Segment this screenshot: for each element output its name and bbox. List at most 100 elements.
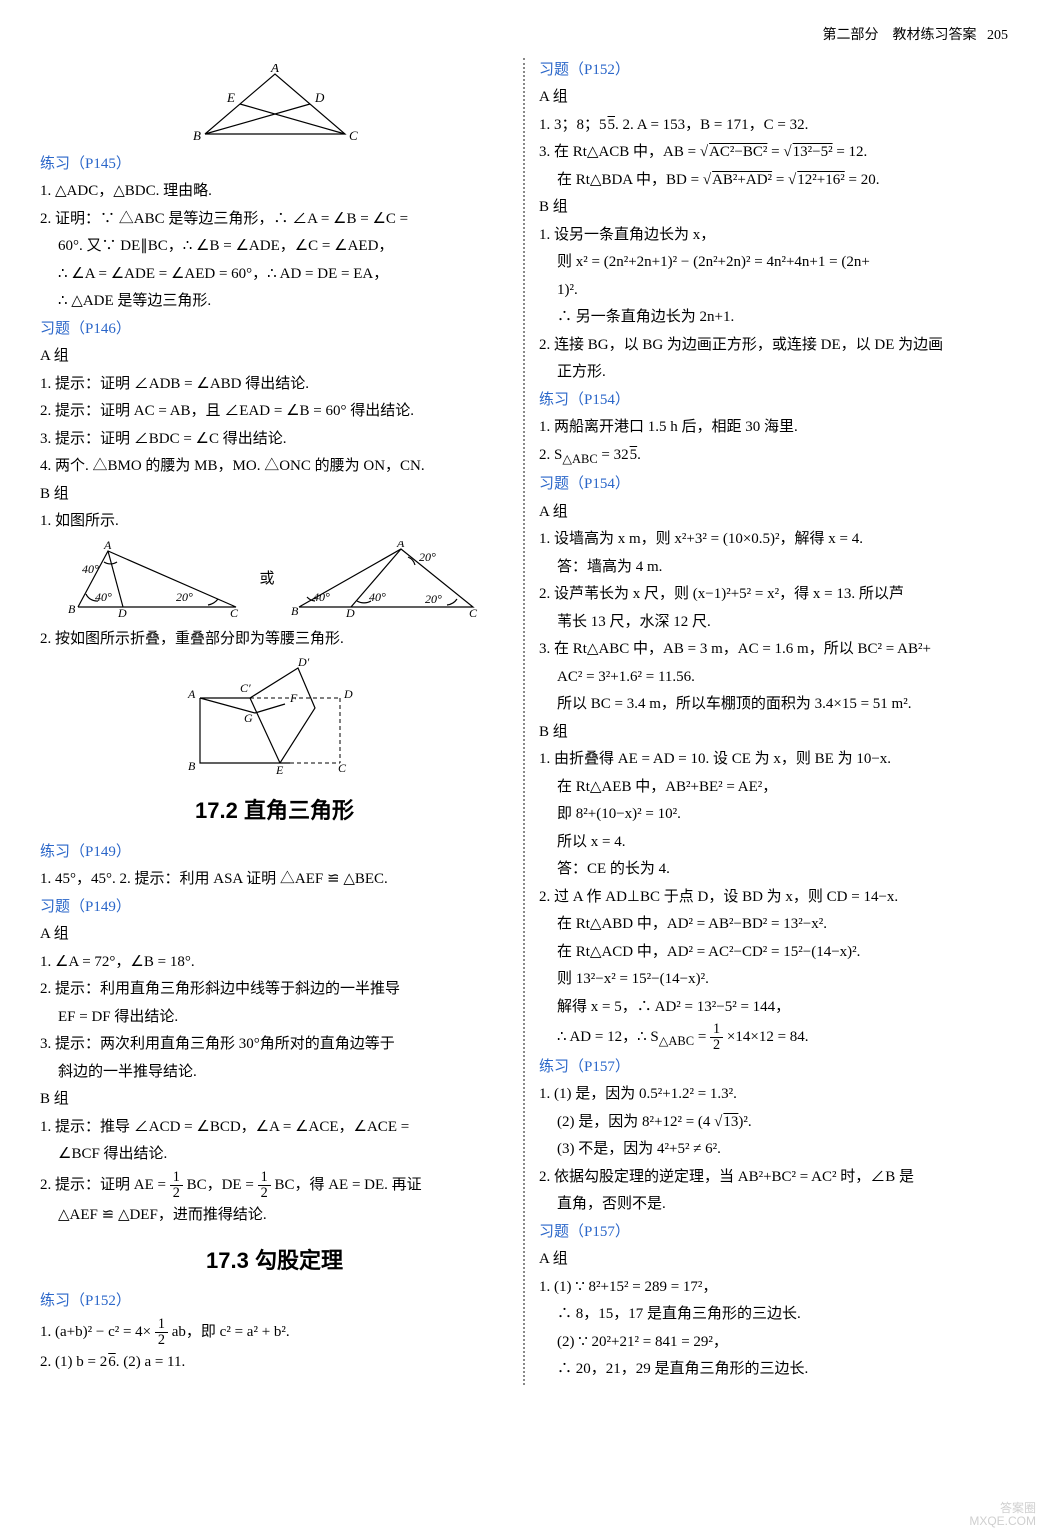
section-link-p145: 练习（P145） [40, 152, 509, 178]
p145-1: 1. △ADC，△BDC. 理由略. [40, 179, 509, 205]
p146-group-a: A 组 [40, 344, 509, 370]
svg-text:C: C [230, 606, 239, 619]
p146-group-b: B 组 [40, 482, 509, 508]
p149-a3b: 斜边的一半推导结论. [40, 1060, 509, 1086]
p149-a2a: 2. 提示：利用直角三角形斜边中线等于斜边的一半推导 [40, 977, 509, 1003]
p149-b1b: ∠BCF 得出结论. [40, 1142, 509, 1168]
section-link-p154-ex: 练习（P154） [539, 388, 1008, 414]
p154-b2b: 在 Rt△ABD 中，AD² = AB²−BD² = 13²−x². [539, 912, 1008, 938]
svg-text:40°: 40° [369, 590, 386, 604]
p157-ex-2b: 直角，否则不是. [539, 1192, 1008, 1218]
section-link-p149-hw: 习题（P149） [40, 895, 509, 921]
p146-b1: 1. 如图所示. [40, 509, 509, 535]
svg-text:C: C [469, 606, 478, 619]
figure-equilateral-triangle: A B C D E [40, 64, 509, 144]
fraction-half: 12 [710, 1022, 723, 1053]
svg-text:A: A [270, 64, 279, 75]
section-link-p152-ex: 练习（P152） [40, 1289, 509, 1315]
svg-text:B: B [193, 128, 201, 143]
fraction-half: 12 [258, 1170, 271, 1201]
p152-b1c: 1)². [539, 278, 1008, 304]
svg-text:E: E [275, 763, 284, 777]
svg-text:D: D [117, 606, 127, 619]
svg-text:40°: 40° [313, 590, 330, 604]
p154-b1a: 1. 由折叠得 AE = AD = 10. 设 CE 为 x，则 BE 为 10… [539, 747, 1008, 773]
svg-text:B: B [188, 759, 196, 773]
svg-text:40°: 40° [82, 562, 99, 576]
svg-text:D: D [343, 687, 353, 701]
p157-a1c: (2) ∵ 20²+21² = 841 = 29²， [539, 1330, 1008, 1356]
p154-b1c: 即 8²+(10−x)² = 10². [539, 802, 1008, 828]
section-link-p146: 习题（P146） [40, 317, 509, 343]
svg-text:40°: 40° [95, 590, 112, 604]
p157-ex-2a: 2. 依据勾股定理的逆定理，当 AB²+BC² = AC² 时，∠B 是 [539, 1165, 1008, 1191]
p152-b1b: 则 x² = (2n²+2n+1)² − (2n²+2n)² = 4n²+4n+… [539, 250, 1008, 276]
p149-ex-1: 1. 45°，45°. 2. 提示：利用 ASA 证明 △AEF ≌ △BEC. [40, 867, 509, 893]
p152-b1a: 1. 设另一条直角边长为 x， [539, 223, 1008, 249]
p152-b1d: ∴ 另一条直角边长为 2n+1. [539, 305, 1008, 331]
p146-a4: 4. 两个. △BMO 的腰为 MB，MO. △ONC 的腰为 ON，CN. [40, 454, 509, 480]
p154-a1a: 1. 设墙高为 x m，则 x²+3² = (10×0.5)²，解得 x = 4… [539, 527, 1008, 553]
svg-text:A: A [396, 541, 405, 550]
figure-two-triangles: A B D C 40° 40° 20° 或 [40, 541, 509, 619]
watermark: 答案圈 MXQE.COM [969, 1502, 1036, 1528]
heading-17-3: 17.3 勾股定理 [40, 1242, 509, 1279]
p152-group-b: B 组 [539, 195, 1008, 221]
section-link-p149-ex: 练习（P149） [40, 840, 509, 866]
figure-fold: A B C D E F G C′ D′ [40, 658, 509, 778]
heading-17-2: 17.2 直角三角形 [40, 792, 509, 829]
svg-text:G: G [244, 711, 253, 725]
svg-text:B: B [68, 602, 76, 616]
svg-text:A: A [103, 541, 112, 552]
svg-text:C′: C′ [240, 681, 251, 695]
p154-a3b: AC² = 3²+1.6² = 11.56. [539, 665, 1008, 691]
p154-b2f: ∴ AD = 12，∴ S△ABC = 12 ×14×12 = 84. [539, 1022, 1008, 1053]
p145-2c: ∴ ∠A = ∠ADE = ∠AED = 60°，∴ AD = DE = EA， [40, 262, 509, 288]
svg-text:20°: 20° [176, 590, 193, 604]
svg-text:B: B [291, 604, 299, 618]
section-link-p154-hw: 习题（P154） [539, 472, 1008, 498]
p149-a1: 1. ∠A = 72°，∠B = 18°. [40, 950, 509, 976]
p152-ex-1: 1. (a+b)² − c² = 4× 12 ab，即 c² = a² + b²… [40, 1317, 509, 1348]
p146-a1: 1. 提示：证明 ∠ADB = ∠ABD 得出结论. [40, 372, 509, 398]
svg-text:A: A [187, 687, 196, 701]
p154-group-a: A 组 [539, 500, 1008, 526]
p146-a2: 2. 提示：证明 AC = AB，且 ∠EAD = ∠B = 60° 得出结论. [40, 399, 509, 425]
p157-ex-1b: (2) 是，因为 8²+12² = (4 √13)². [539, 1110, 1008, 1136]
svg-text:F: F [289, 691, 298, 705]
p152-a3a: 3. 在 Rt△ACB 中，AB = √AC²−BC² = √13²−5² = … [539, 140, 1008, 166]
page-number: 205 [987, 28, 1008, 43]
section-link-p157-ex: 练习（P157） [539, 1055, 1008, 1081]
svg-text:D′: D′ [297, 658, 310, 669]
svg-text:D: D [314, 90, 325, 105]
p154-b1e: 答：CE 的长为 4. [539, 857, 1008, 883]
p154-b1d: 所以 x = 4. [539, 830, 1008, 856]
p157-ex-1c: (3) 不是，因为 4²+5² ≠ 6². [539, 1137, 1008, 1163]
p154-b2d: 则 13²−x² = 15²−(14−x)². [539, 967, 1008, 993]
p149-b1a: 1. 提示：推导 ∠ACD = ∠BCD，∠A = ∠ACE，∠ACE = [40, 1115, 509, 1141]
p149-a2b: EF = DF 得出结论. [40, 1005, 509, 1031]
p149-b2: 2. 提示：证明 AE = 12 BC，DE = 12 BC，得 AE = DE… [40, 1170, 509, 1201]
svg-text:D: D [345, 606, 355, 619]
p145-2d: ∴ △ADE 是等边三角形. [40, 289, 509, 315]
p154-b2a: 2. 过 A 作 AD⊥BC 于点 D，设 BD 为 x，则 CD = 14−x… [539, 885, 1008, 911]
p146-a3: 3. 提示：证明 ∠BDC = ∠C 得出结论. [40, 427, 509, 453]
section-link-p152-hw: 习题（P152） [539, 58, 1008, 84]
p154-a2a: 2. 设芦苇长为 x 尺，则 (x−1)²+5² = x²，得 x = 13. … [539, 582, 1008, 608]
p152-ex-2: 2. (1) b = 26. (2) a = 11. [40, 1350, 509, 1376]
p157-a1a: 1. (1) ∵ 8²+15² = 289 = 17²， [539, 1275, 1008, 1301]
page-header: 第二部分 教材练习答案 205 [40, 24, 1008, 48]
part-label: 第二部分 [823, 28, 879, 43]
p154-b2e: 解得 x = 5，∴ AD² = 13²−5² = 144， [539, 995, 1008, 1021]
p154-a3a: 3. 在 Rt△ABC 中，AB = 3 m，AC = 1.6 m，所以 BC²… [539, 637, 1008, 663]
section-link-p157-hw: 习题（P157） [539, 1220, 1008, 1246]
fraction-half: 12 [170, 1170, 183, 1201]
p154-group-b: B 组 [539, 720, 1008, 746]
p157-ex-1a: 1. (1) 是，因为 0.5²+1.2² = 1.3². [539, 1082, 1008, 1108]
p149-b2b: △AEF ≌ △DEF，进而推得结论. [40, 1203, 509, 1229]
p152-a1: 1. 3；8；55. 2. A = 153，B = 171，C = 32. [539, 113, 1008, 139]
p154-b1b: 在 Rt△AEB 中，AB²+BE² = AE²， [539, 775, 1008, 801]
svg-text:C: C [349, 128, 358, 143]
p149-group-a: A 组 [40, 922, 509, 948]
p154-a3c: 所以 BC = 3.4 m，所以车棚顶的面积为 3.4×15 = 51 m². [539, 692, 1008, 718]
